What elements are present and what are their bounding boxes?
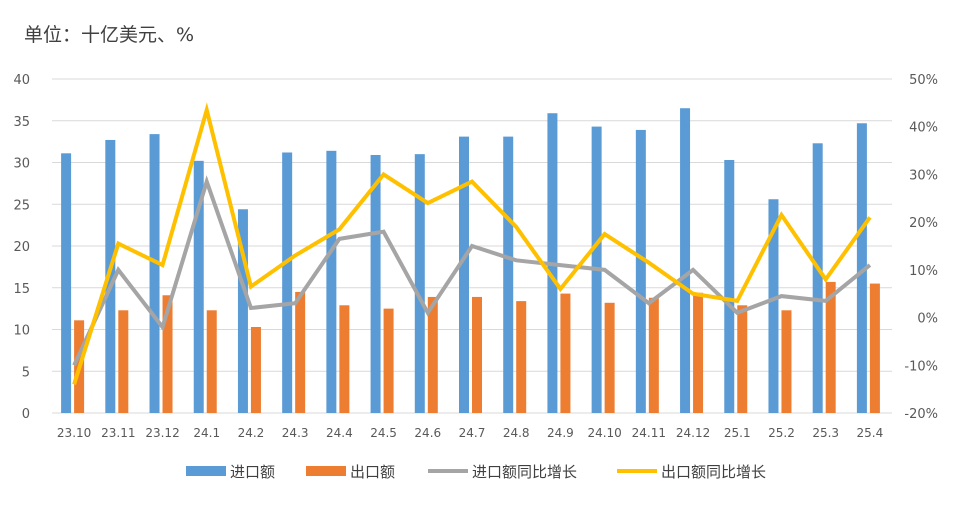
legend-label: 出口额同比增长 xyxy=(661,463,766,481)
left-axis-ticks: 0 5 10 15 20 25 30 35 40 xyxy=(13,73,30,422)
right-tick-label: 40% xyxy=(909,121,938,136)
bar xyxy=(856,123,867,413)
x-tick-label: 23.11 xyxy=(101,426,135,440)
bar xyxy=(635,129,646,413)
bar xyxy=(825,281,836,413)
bar xyxy=(503,136,514,414)
right-tick-label: 30% xyxy=(909,168,938,183)
right-tick-label: 10% xyxy=(909,264,938,279)
x-tick-label: 24.5 xyxy=(370,426,397,440)
x-tick-label: 24.1 xyxy=(193,426,220,440)
left-tick-label: 20 xyxy=(13,240,30,255)
x-tick-label: 24.3 xyxy=(282,426,309,440)
legend-swatch xyxy=(186,466,226,476)
bar xyxy=(781,310,792,413)
right-tick-label: 20% xyxy=(909,216,938,231)
left-tick-label: 40 xyxy=(13,73,30,88)
x-tick-label: 25.3 xyxy=(812,426,839,440)
right-tick-label: -10% xyxy=(904,359,938,374)
bar xyxy=(459,136,469,414)
bar xyxy=(193,160,204,413)
left-tick-label: 15 xyxy=(13,282,30,297)
x-tick-label: 24.9 xyxy=(547,426,574,440)
legend-swatch xyxy=(428,469,468,473)
left-tick-label: 25 xyxy=(13,198,30,213)
x-tick-label: 24.12 xyxy=(676,426,710,440)
right-tick-label: -20% xyxy=(904,407,938,422)
series-line xyxy=(72,102,872,385)
legend: 进口额 出口额 进口额同比增长 出口额同比增长 xyxy=(186,463,766,481)
x-tick-label: 23.12 xyxy=(145,426,179,440)
unit-label: 单位：十亿美元、% xyxy=(24,24,195,46)
x-tick-label: 24.2 xyxy=(238,426,265,440)
left-tick-label: 0 xyxy=(22,407,30,422)
right-tick-label: 50% xyxy=(909,73,938,88)
bar xyxy=(869,283,880,413)
bar xyxy=(693,292,704,413)
x-tick-label: 25.2 xyxy=(768,426,795,440)
series-line xyxy=(72,175,872,367)
bar xyxy=(516,301,527,413)
bar xyxy=(282,152,293,414)
bar xyxy=(162,295,173,413)
x-tick-label: 25.1 xyxy=(724,426,751,440)
bar xyxy=(383,308,394,413)
x-tick-label: 24.11 xyxy=(632,426,666,440)
x-tick-label: 24.8 xyxy=(503,426,530,440)
bar xyxy=(812,143,823,414)
lines xyxy=(72,102,872,385)
bar xyxy=(768,199,779,413)
bar xyxy=(680,108,691,413)
bar xyxy=(149,134,160,414)
left-tick-label: 5 xyxy=(22,365,30,380)
bar xyxy=(370,154,381,414)
bar xyxy=(295,291,306,413)
bar xyxy=(560,293,571,413)
x-tick-label: 24.6 xyxy=(414,426,441,440)
bar xyxy=(472,296,482,413)
bar xyxy=(427,296,438,413)
legend-label: 进口额 xyxy=(230,463,275,481)
x-tick-label: 24.7 xyxy=(459,426,486,440)
bar xyxy=(414,154,425,413)
left-tick-label: 35 xyxy=(13,115,30,130)
legend-label: 进口额同比增长 xyxy=(472,463,577,481)
bar xyxy=(206,310,217,413)
right-axis-ticks: -20% -10% 0% 10% 20% 30% 40% 50% xyxy=(904,73,938,422)
legend-swatch xyxy=(306,466,346,476)
x-tick-label: 25.4 xyxy=(857,426,884,440)
bar xyxy=(250,326,261,413)
bar xyxy=(118,310,129,413)
legend-label: 出口额 xyxy=(350,463,395,481)
legend-swatch xyxy=(617,469,657,473)
right-tick-label: 0% xyxy=(917,312,938,327)
bar xyxy=(237,209,248,413)
bar xyxy=(326,150,337,413)
bar xyxy=(648,297,659,413)
x-axis-ticks: 23.10 23.11 23.12 24.1 24.2 24.3 24.4 24.5 24.6 2… xyxy=(57,426,883,440)
bar xyxy=(724,159,735,413)
bar xyxy=(604,302,615,413)
x-tick-label: 24.10 xyxy=(587,426,621,440)
bar xyxy=(105,139,116,413)
left-tick-label: 30 xyxy=(13,157,30,172)
left-tick-label: 10 xyxy=(13,324,30,339)
bar xyxy=(61,153,72,413)
bar xyxy=(339,305,350,413)
x-tick-label: 24.4 xyxy=(326,426,353,440)
bar xyxy=(737,305,748,413)
x-tick-label: 23.10 xyxy=(57,426,91,440)
